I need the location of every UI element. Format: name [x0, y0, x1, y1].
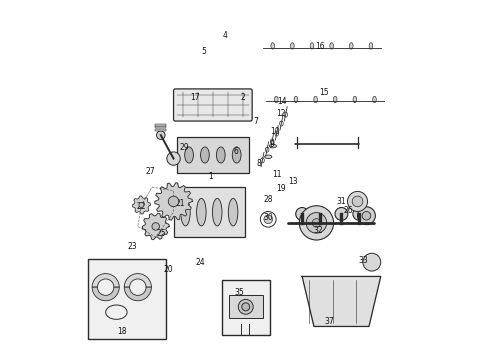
Circle shape: [167, 152, 180, 165]
Bar: [177, 137, 248, 173]
Text: 29: 29: [179, 143, 189, 152]
Polygon shape: [155, 183, 192, 220]
Text: 18: 18: [117, 327, 126, 336]
Circle shape: [296, 207, 309, 220]
Ellipse shape: [217, 147, 225, 163]
Ellipse shape: [196, 198, 206, 226]
Text: 17: 17: [190, 93, 200, 102]
Circle shape: [362, 211, 371, 220]
Wedge shape: [92, 274, 119, 287]
Bar: [155, 126, 166, 128]
Ellipse shape: [228, 198, 238, 226]
Text: 2: 2: [241, 93, 245, 102]
Text: 23: 23: [128, 242, 137, 251]
Circle shape: [238, 300, 253, 314]
Ellipse shape: [200, 147, 209, 163]
Polygon shape: [302, 276, 381, 327]
Text: 21: 21: [176, 199, 185, 208]
Ellipse shape: [265, 155, 272, 158]
Ellipse shape: [353, 96, 357, 103]
Ellipse shape: [373, 96, 376, 103]
Text: 31: 31: [337, 197, 346, 206]
Text: 25: 25: [156, 229, 166, 238]
Ellipse shape: [291, 43, 294, 49]
Text: 4: 4: [223, 31, 228, 40]
Circle shape: [352, 196, 363, 207]
Text: 37: 37: [324, 316, 334, 325]
Text: 27: 27: [146, 167, 155, 176]
FancyBboxPatch shape: [173, 89, 252, 121]
Circle shape: [363, 253, 381, 271]
Text: 32: 32: [314, 225, 323, 234]
Text: 22: 22: [137, 202, 146, 211]
Text: 9: 9: [270, 140, 274, 149]
Text: 8: 8: [257, 159, 262, 168]
Text: 7: 7: [253, 117, 258, 126]
Wedge shape: [124, 287, 151, 301]
Ellipse shape: [330, 43, 333, 49]
Text: 11: 11: [272, 170, 282, 179]
Circle shape: [168, 196, 179, 207]
Wedge shape: [124, 274, 151, 287]
Text: 19: 19: [276, 184, 286, 193]
Circle shape: [139, 203, 144, 207]
Bar: [228, 296, 263, 318]
Wedge shape: [92, 287, 119, 301]
Ellipse shape: [271, 43, 274, 49]
Bar: [155, 124, 166, 126]
Circle shape: [264, 215, 272, 224]
Text: 6: 6: [234, 147, 239, 156]
Ellipse shape: [333, 96, 337, 103]
Ellipse shape: [294, 96, 298, 103]
Text: 10: 10: [270, 127, 280, 136]
Circle shape: [152, 223, 159, 230]
Text: 28: 28: [264, 195, 273, 204]
Ellipse shape: [369, 43, 373, 49]
Circle shape: [314, 207, 326, 220]
Circle shape: [353, 207, 366, 220]
Polygon shape: [142, 213, 169, 240]
Circle shape: [156, 131, 165, 139]
Bar: [222, 280, 270, 336]
Circle shape: [299, 206, 334, 240]
Bar: [88, 258, 167, 339]
Ellipse shape: [349, 43, 353, 49]
Circle shape: [358, 207, 375, 225]
Text: 15: 15: [319, 88, 328, 97]
Circle shape: [347, 192, 368, 211]
Bar: [173, 187, 245, 237]
Text: 16: 16: [315, 41, 325, 50]
Ellipse shape: [232, 147, 241, 163]
Ellipse shape: [314, 96, 318, 103]
Ellipse shape: [274, 96, 278, 103]
Text: 30: 30: [263, 213, 273, 222]
Text: 35: 35: [235, 288, 245, 297]
Circle shape: [242, 303, 250, 311]
Ellipse shape: [270, 144, 276, 148]
Text: 12: 12: [276, 109, 286, 118]
Ellipse shape: [185, 147, 194, 163]
Polygon shape: [132, 196, 150, 214]
Text: 20: 20: [163, 265, 173, 274]
Text: 33: 33: [358, 256, 368, 265]
Text: 1: 1: [209, 172, 214, 181]
Text: 14: 14: [278, 97, 287, 106]
Circle shape: [335, 207, 348, 220]
Circle shape: [312, 219, 321, 227]
Text: 24: 24: [196, 258, 205, 267]
Ellipse shape: [181, 198, 190, 226]
Text: 5: 5: [201, 47, 206, 56]
Ellipse shape: [213, 198, 222, 226]
Ellipse shape: [310, 43, 314, 49]
Circle shape: [306, 212, 327, 233]
Text: 26: 26: [344, 206, 353, 215]
Bar: [155, 129, 166, 131]
Text: 13: 13: [289, 177, 298, 186]
